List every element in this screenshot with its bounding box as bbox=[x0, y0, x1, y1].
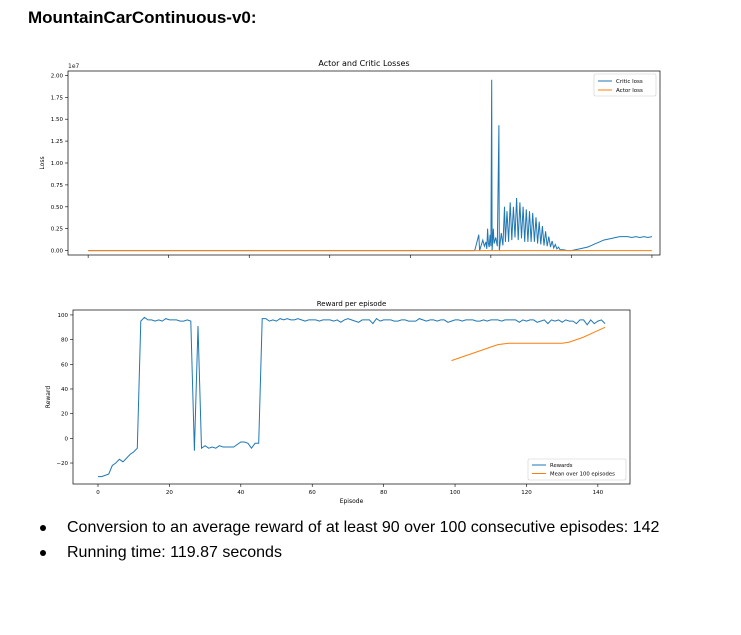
y-tick-label: −20 bbox=[56, 461, 68, 467]
y-tick-label: 1.25 bbox=[51, 139, 64, 145]
y-tick-label: 0 bbox=[65, 436, 69, 442]
x-tick-label: 140 bbox=[593, 490, 604, 496]
x-tick-label: 100 bbox=[450, 490, 461, 496]
mean-reward-line bbox=[451, 326, 606, 362]
plot-frame bbox=[72, 309, 631, 485]
chart-title: Actor and Critic Losses bbox=[318, 59, 409, 68]
x-tick-label: 80 bbox=[380, 490, 387, 496]
bullet-dot bbox=[40, 550, 46, 556]
reward-chart: Reward per episode −20 0 20 40 60 80 100 0 20 40 60… bbox=[45, 300, 631, 505]
y-tick-label: 1.50 bbox=[51, 117, 64, 123]
rewards-line bbox=[98, 316, 606, 478]
y-tick-label: 60 bbox=[61, 362, 68, 368]
y-offset-label: 1e7 bbox=[68, 63, 80, 70]
x-tick-label: 40 bbox=[237, 490, 244, 496]
y-tick-label: 20 bbox=[61, 412, 68, 418]
x-axis-label: Episode bbox=[340, 498, 364, 505]
losses-chart: Actor and Critic Losses 1e7 0.00 0.25 0.50 0.… bbox=[39, 59, 661, 258]
y-tick-label: 80 bbox=[61, 338, 68, 344]
legend-label: Actor loss bbox=[616, 88, 643, 94]
y-tick-label: 0.75 bbox=[51, 183, 64, 189]
y-tick-label: 40 bbox=[61, 387, 68, 393]
conversion-text: Conversion to an average reward of at le… bbox=[67, 519, 660, 536]
critic-loss-line bbox=[88, 79, 653, 252]
y-tick-label: 100 bbox=[58, 313, 69, 319]
legend-label: Mean over 100 episodes bbox=[550, 472, 615, 478]
bullet-dot bbox=[40, 525, 46, 531]
legend-label: Rewards bbox=[550, 463, 573, 469]
y-tick-label: 0.25 bbox=[51, 227, 64, 233]
x-tick-label: 0 bbox=[96, 490, 100, 496]
y-tick-label: 0.50 bbox=[51, 205, 64, 211]
list-item: Conversion to an average reward of at le… bbox=[38, 517, 718, 538]
page-heading: MountainCarContinuous-v0: bbox=[28, 8, 257, 27]
x-tick-label: 20 bbox=[166, 490, 173, 496]
y-tick-label: 2.00 bbox=[51, 73, 64, 79]
summary-list: Conversion to an average reward of at le… bbox=[38, 517, 718, 567]
list-item: Running time: 119.87 seconds bbox=[38, 542, 718, 563]
y-tick-label: 1.75 bbox=[51, 95, 64, 101]
chart-title: Reward per episode bbox=[317, 300, 387, 308]
y-tick-label: 0.00 bbox=[51, 249, 64, 255]
y-axis-label: Loss bbox=[39, 156, 46, 169]
plot-frame bbox=[67, 70, 661, 256]
legend-label: Critic loss bbox=[616, 79, 643, 85]
x-tick-label: 120 bbox=[521, 490, 532, 496]
y-axis-label: Reward bbox=[45, 386, 52, 409]
x-tick-label: 60 bbox=[309, 490, 316, 496]
running-time-text: Running time: 119.87 seconds bbox=[67, 544, 282, 561]
legend-box bbox=[527, 458, 627, 481]
y-tick-label: 1.00 bbox=[51, 161, 64, 167]
